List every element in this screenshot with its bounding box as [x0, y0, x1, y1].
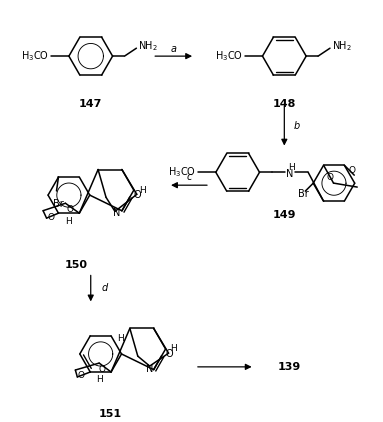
- Text: b: b: [294, 121, 300, 131]
- Text: H$_3$CO: H$_3$CO: [214, 49, 242, 63]
- Text: H$_3$CO: H$_3$CO: [21, 49, 49, 63]
- Text: NH$_2$: NH$_2$: [332, 39, 352, 53]
- Text: 149: 149: [273, 210, 296, 220]
- Text: Br: Br: [298, 189, 309, 199]
- Text: N: N: [113, 208, 121, 219]
- Text: H: H: [97, 376, 103, 384]
- Text: O: O: [165, 349, 173, 359]
- Text: O: O: [78, 371, 85, 381]
- Text: 147: 147: [79, 99, 102, 109]
- Text: O: O: [67, 205, 74, 214]
- Text: a: a: [170, 44, 176, 54]
- Text: NH$_2$: NH$_2$: [138, 39, 158, 53]
- Text: H: H: [170, 344, 177, 354]
- Text: 148: 148: [273, 99, 296, 109]
- Text: Br: Br: [53, 199, 64, 209]
- Text: N: N: [146, 364, 154, 374]
- Text: H: H: [65, 216, 71, 226]
- Text: 151: 151: [99, 408, 122, 419]
- Text: 139: 139: [278, 362, 301, 372]
- Text: d: d: [101, 284, 108, 293]
- Text: O: O: [326, 173, 333, 181]
- Text: 150: 150: [64, 260, 87, 270]
- Text: O: O: [47, 213, 54, 222]
- Text: O: O: [349, 166, 356, 175]
- Text: O: O: [134, 190, 141, 200]
- Text: O: O: [99, 365, 106, 373]
- Text: H: H: [139, 186, 146, 195]
- Text: H: H: [288, 163, 295, 172]
- Text: H: H: [117, 334, 124, 343]
- Text: H$_3$CO: H$_3$CO: [168, 165, 196, 179]
- Text: c: c: [187, 172, 192, 182]
- Text: N: N: [286, 169, 293, 179]
